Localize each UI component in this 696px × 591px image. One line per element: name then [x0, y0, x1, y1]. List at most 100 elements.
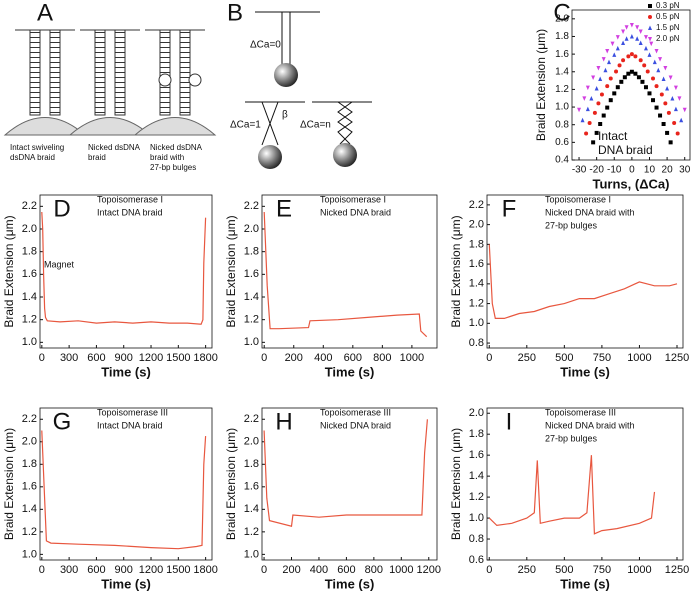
caption: braid	[88, 153, 106, 162]
point	[675, 131, 680, 136]
y-tick-label: 1.4	[244, 503, 259, 515]
y-tick-label: 2.0	[244, 436, 259, 448]
y-axis-title: Braid Extension (μm)	[224, 215, 238, 327]
point	[647, 91, 652, 96]
diagram-a	[3, 29, 217, 136]
x-tick-label: 400	[314, 352, 332, 364]
line	[41, 430, 207, 550]
y-tick-label: 0.6	[555, 137, 569, 148]
point	[621, 58, 626, 63]
point	[670, 96, 675, 101]
y-tick-label: 1.8	[22, 246, 37, 258]
y-tick-label: 1.6	[469, 449, 484, 461]
point	[651, 76, 656, 81]
annotation: Nicked DNA braid	[320, 207, 391, 217]
point	[594, 130, 599, 135]
y-tick-label: 1.2	[22, 314, 37, 326]
point	[643, 85, 648, 90]
x-tick-label: 0	[629, 165, 635, 176]
x-tick-label: 300	[60, 564, 78, 576]
point	[608, 98, 613, 103]
x-tick-label: 300	[60, 352, 78, 364]
point	[577, 107, 582, 113]
annotation: Topoisomerase I	[97, 194, 163, 204]
caption: Nicked dsDNA	[150, 143, 203, 152]
point	[643, 35, 648, 40]
x-tick-label: 800	[365, 564, 383, 576]
x-tick-label: 1200	[139, 352, 163, 364]
y-tick-label: 1.4	[469, 278, 484, 290]
panel-letter: D	[53, 195, 70, 222]
annotation: Intact DNA braid	[97, 207, 163, 217]
point	[615, 85, 620, 90]
x-tick-label: 1500	[166, 352, 190, 364]
annotation: 27-bp bulges	[545, 433, 598, 443]
x-axis-title: Time (s)	[325, 364, 375, 379]
annotation: Nicked DNA braid	[320, 420, 391, 430]
plot-frame	[39, 407, 213, 561]
x-tick-label: 500	[555, 352, 573, 364]
point	[605, 48, 610, 54]
point	[598, 76, 603, 81]
chart: 0 250 500 750 1000 1250 0.8 1.0 1.2 1.4 1.6 1.8 2.0 2…	[449, 194, 689, 379]
caption: dsDNA braid	[10, 153, 55, 162]
x-tick-label: -20	[589, 165, 604, 176]
point	[580, 117, 585, 123]
plot-frame	[486, 407, 684, 561]
y-tick-label: 1.6	[244, 481, 259, 493]
point	[642, 63, 647, 68]
diagram-label: ΔCa=1	[230, 120, 261, 131]
point	[635, 36, 640, 41]
plot-frame	[39, 194, 213, 349]
y-tick-label: 0.8	[469, 337, 484, 349]
y-tick-label: 2.0	[22, 223, 37, 235]
annotation: Topoisomerase III	[545, 407, 616, 417]
annotation: 27-bp bulges	[545, 220, 598, 230]
point	[626, 54, 631, 59]
point	[601, 57, 606, 62]
point	[601, 113, 606, 118]
point	[636, 75, 641, 80]
point	[633, 71, 638, 76]
point	[659, 92, 664, 97]
y-tick-label: 1.4	[244, 291, 259, 303]
x-tick-label: 10	[644, 165, 656, 176]
point	[624, 25, 629, 30]
y-tick-label: 2.2	[22, 413, 37, 425]
y-tick-label: 1.6	[22, 481, 37, 493]
x-tick-label: 0	[486, 564, 492, 576]
chart: 0 300 600 900 1200 1500 1800 1.0 1.2 1.4 1.6 1.8 2.0…	[2, 407, 218, 591]
x-tick-label: 1800	[193, 564, 217, 576]
point	[592, 110, 597, 115]
point	[615, 35, 620, 40]
point	[638, 58, 643, 63]
point	[626, 71, 631, 76]
y-tick-label: 1.8	[469, 238, 484, 250]
diagram-label: β	[282, 110, 288, 121]
x-tick-label: 900	[115, 564, 133, 576]
line	[488, 244, 678, 319]
panel-letter: F	[502, 195, 517, 222]
point	[654, 105, 659, 110]
annotation: Intact DNA braid	[97, 420, 163, 430]
y-tick-label: 1.6	[555, 49, 569, 60]
point	[605, 105, 610, 110]
point	[668, 140, 673, 145]
legend-label: 1.5 pN	[656, 23, 680, 32]
chart: 0 300 600 900 1200 1500 1800 1.0 1.2 1.4 1.6 1.8 2.0…	[2, 194, 218, 379]
point	[596, 101, 601, 106]
x-tick-label: 1000	[389, 564, 413, 576]
y-tick-label: 0.4	[555, 155, 569, 166]
panel-letter: H	[275, 408, 292, 435]
point	[629, 52, 634, 57]
point	[649, 41, 654, 47]
point	[612, 91, 617, 96]
point	[645, 69, 650, 74]
point	[665, 130, 670, 135]
line	[41, 211, 207, 325]
x-axis-title: Time (s)	[560, 576, 610, 591]
x-axis-title: Time (s)	[101, 364, 151, 379]
point	[617, 63, 622, 68]
annotation: Topoisomerase III	[320, 407, 391, 417]
point	[619, 79, 624, 84]
